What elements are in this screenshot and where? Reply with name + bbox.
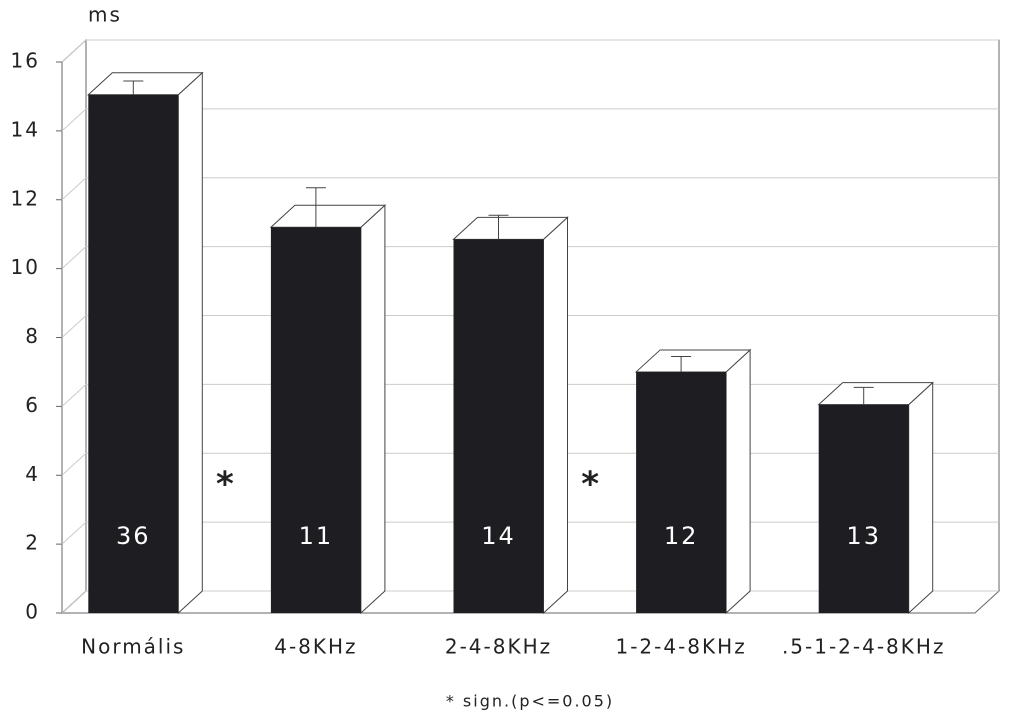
bar-side (360, 204, 386, 615)
significance-marker: * (216, 465, 236, 505)
bar-label: 36 (116, 522, 151, 550)
bar-side (908, 381, 934, 615)
bar-label: 13 (846, 522, 881, 550)
grid-line (61, 246, 87, 269)
bar-label: 11 (299, 522, 334, 550)
bar (270, 227, 361, 614)
y-tick-label: 8 (25, 324, 40, 348)
y-tick-label: 16 (11, 49, 40, 73)
significance-marker: * (581, 465, 601, 505)
grid-line (61, 521, 87, 545)
x-tick-label: .5-1-2-4-8KHz (782, 635, 946, 659)
grid-line (61, 315, 87, 338)
bar-label: 14 (481, 522, 516, 550)
note: * sign.(p<=0.05) (446, 692, 614, 711)
grid-line (61, 384, 87, 407)
y-tick-label: 10 (11, 255, 40, 279)
grid-line (61, 590, 87, 614)
grid-line (61, 452, 87, 476)
bar-side (177, 71, 203, 615)
bar-side (725, 348, 751, 615)
y-tick-label: 14 (11, 117, 40, 141)
grid-line (61, 177, 87, 201)
bar (636, 371, 727, 613)
bar (818, 404, 909, 613)
grid-line (61, 108, 87, 132)
y-axis-label: ms (88, 3, 122, 27)
grid-line (61, 39, 87, 63)
x-tick-label: 4-8KHz (274, 635, 357, 659)
bar-label: 12 (664, 522, 699, 550)
y-tick-label: 0 (25, 600, 40, 624)
y-tick-label: 12 (11, 186, 40, 210)
x-tick-label: Normális (81, 635, 185, 659)
x-tick-label: 2-4-8KHz (445, 635, 552, 659)
bar-side (543, 216, 568, 615)
bar (88, 94, 179, 613)
x-tick-label: 1-2-4-8KHz (615, 635, 746, 659)
y-tick-label: 4 (25, 462, 40, 486)
y-tick-label: 6 (25, 393, 40, 417)
y-tick-label: 2 (25, 531, 40, 555)
bar (453, 239, 544, 613)
